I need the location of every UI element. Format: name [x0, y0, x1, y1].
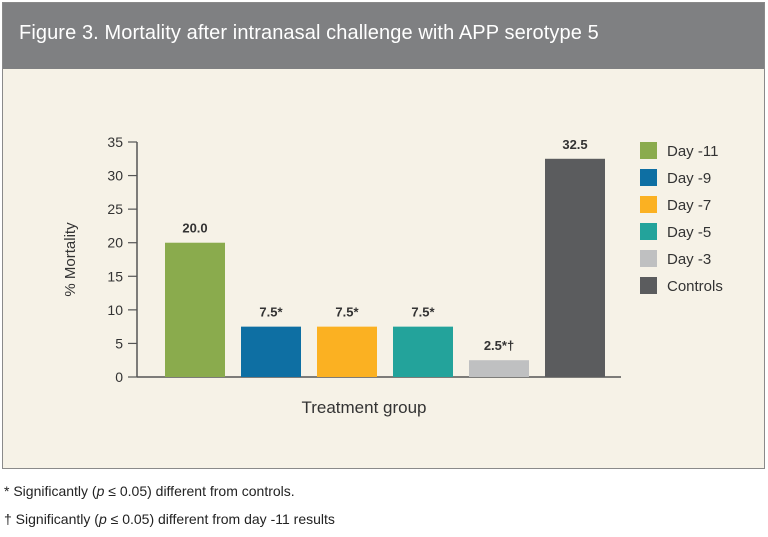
y-tick-label: 30 [107, 168, 123, 184]
legend-label: Controls [667, 278, 723, 295]
bar-day-5 [393, 326, 453, 377]
bar-day-7 [317, 326, 377, 377]
bar-data-label: 7.5* [411, 305, 435, 320]
x-axis-label: Treatment group [301, 398, 426, 417]
bar-data-label: 7.5* [259, 305, 283, 320]
y-tick-label: 20 [107, 235, 123, 251]
legend-swatch [640, 196, 657, 213]
footnote-day-11: † Significantly (p ≤ 0.05) different fro… [4, 511, 335, 527]
bar-data-label: 2.5*† [484, 338, 514, 353]
figure-header: Figure 3. Mortality after intranasal cha… [3, 3, 764, 69]
y-tick-label: 35 [107, 134, 123, 150]
y-tick-label: 0 [115, 369, 123, 385]
legend-swatch [640, 223, 657, 240]
legend-swatch [640, 250, 657, 267]
y-tick-label: 10 [107, 302, 123, 318]
legend-swatch [640, 277, 657, 294]
bar-data-label: 20.0 [182, 221, 207, 236]
legend-label: Day -3 [667, 251, 711, 268]
bar-controls [545, 158, 605, 377]
figure-panel: Figure 3. Mortality after intranasal cha… [2, 2, 765, 469]
legend-label: Day -5 [667, 224, 711, 241]
bar-day-9 [241, 326, 301, 377]
figure-title: Figure 3. Mortality after intranasal cha… [19, 22, 599, 44]
legend-swatch [640, 142, 657, 159]
y-tick-label: 25 [107, 201, 123, 217]
footnote-controls: * Significantly (p ≤ 0.05) different fro… [4, 483, 295, 499]
y-axis-label: % Mortality [62, 222, 79, 297]
bar-day-11 [165, 242, 225, 377]
bar-data-label: 7.5* [335, 305, 359, 320]
legend-label: Day -7 [667, 197, 711, 214]
legend-label: Day -9 [667, 170, 711, 187]
y-tick-label: 15 [107, 268, 123, 284]
bar-chart: 0 5 10 15 20 25 30 35 % Mortality Treatment group… [62, 134, 723, 417]
bar-data-label: 32.5 [562, 137, 587, 152]
legend-swatch [640, 169, 657, 186]
legend-label: Day -11 [667, 143, 718, 160]
y-tick-label: 5 [115, 335, 123, 351]
bar-day-3 [469, 360, 529, 377]
